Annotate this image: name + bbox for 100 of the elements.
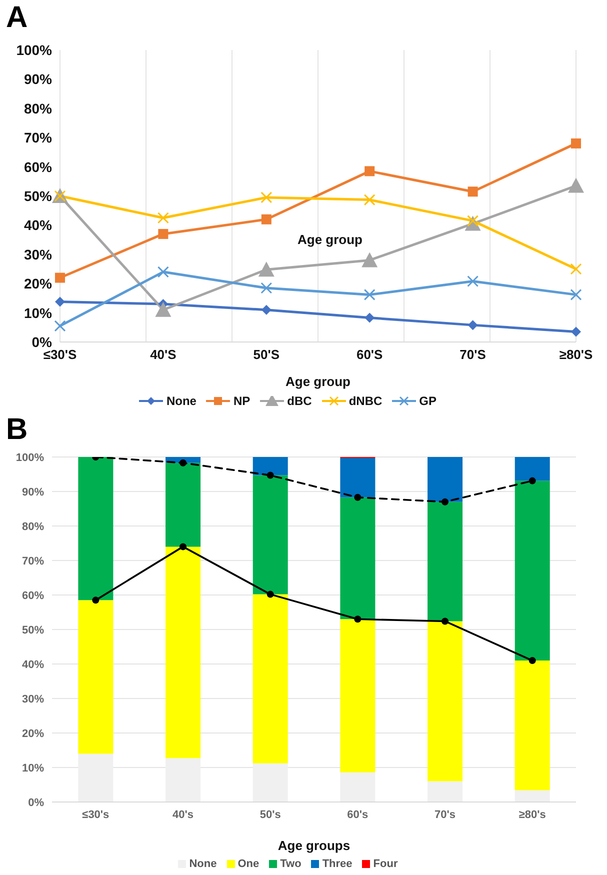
legend-label: Two — [280, 858, 302, 870]
y-tick-label: 60% — [22, 590, 44, 602]
legend-label: dBC — [287, 394, 312, 408]
y-tick-label: 0% — [28, 796, 44, 809]
point — [568, 178, 584, 193]
point — [354, 494, 362, 501]
point — [364, 312, 375, 323]
point — [364, 288, 376, 300]
x-tick-label: 50's — [260, 808, 281, 821]
point — [157, 266, 169, 278]
x-tick-label: 70's — [434, 808, 456, 821]
bar — [428, 621, 463, 782]
point — [260, 282, 272, 294]
point — [571, 138, 581, 148]
point — [468, 320, 478, 330]
y-tick-label: 80% — [22, 520, 44, 533]
y-tick-label: 40% — [24, 217, 53, 234]
x-tick-label: ≥80'S — [559, 347, 594, 362]
bar — [428, 781, 463, 802]
legend-label: GP — [419, 394, 436, 408]
bar — [340, 619, 376, 772]
point — [266, 472, 274, 479]
point — [528, 657, 536, 664]
x-tick-label: 60'S — [356, 347, 384, 362]
x-tick-label: 70'S — [460, 347, 486, 362]
y-tick-label: 90% — [24, 71, 53, 88]
y-tick-label: 50% — [24, 188, 53, 204]
bar — [514, 457, 550, 481]
y-tick-label: 100% — [16, 42, 53, 58]
legend-label: NP — [233, 394, 250, 408]
legend-label: Three — [322, 858, 352, 870]
x-tick-label: 50'S — [253, 347, 280, 362]
bar — [514, 660, 550, 790]
bar — [252, 594, 288, 764]
point — [55, 272, 65, 283]
point — [266, 590, 274, 598]
y-tick-label: 50% — [22, 624, 44, 636]
y-tick-label: 20% — [22, 728, 44, 740]
bar — [340, 497, 376, 620]
point — [158, 228, 168, 239]
point — [364, 194, 376, 206]
y-tick-label: 30% — [22, 693, 44, 706]
bar — [340, 458, 376, 498]
y-tick-label: 80% — [24, 100, 53, 116]
bar — [514, 790, 550, 802]
bar — [514, 480, 550, 661]
bar — [166, 546, 201, 758]
point — [260, 192, 272, 204]
bar — [78, 600, 114, 754]
bar — [340, 772, 376, 802]
y-tick-label: 40% — [22, 658, 44, 671]
point — [92, 596, 100, 604]
point — [258, 262, 274, 277]
point — [442, 618, 448, 625]
point — [155, 302, 172, 317]
legend-label: dNBC — [348, 394, 382, 408]
point — [180, 543, 186, 550]
bar — [252, 475, 288, 594]
point — [54, 320, 66, 332]
annotation: Age group — [296, 232, 364, 247]
bar — [78, 457, 114, 600]
point — [180, 459, 186, 466]
point — [261, 304, 272, 315]
x-tick-label: ≤30'S — [43, 347, 78, 362]
y-tick-label: 20% — [24, 276, 53, 292]
y-tick-label: 10% — [22, 762, 44, 774]
x-tick-label: 40's — [172, 808, 194, 821]
point — [468, 186, 478, 197]
point — [467, 276, 479, 288]
y-tick-label: 10% — [24, 304, 53, 321]
legend-label: None — [189, 858, 217, 870]
legend-label: None — [166, 394, 196, 408]
point — [354, 616, 362, 623]
bar — [428, 502, 463, 622]
y-tick-label: 100% — [16, 452, 44, 464]
point — [571, 326, 581, 337]
chart-title: A — [5, 0, 29, 36]
point — [570, 263, 582, 275]
point — [362, 252, 378, 268]
legend-label: Four — [373, 858, 398, 870]
point — [261, 214, 272, 224]
y-tick-label: 70% — [22, 555, 44, 568]
point — [442, 498, 448, 506]
x-tick-label: 40'S — [150, 347, 177, 362]
bar — [252, 457, 288, 476]
point — [528, 477, 536, 484]
point — [55, 296, 65, 307]
legend-label: One — [238, 858, 260, 870]
y-tick-label: 0% — [32, 334, 53, 350]
bar — [428, 457, 463, 502]
point — [157, 212, 169, 224]
y-tick-label: 90% — [22, 486, 44, 498]
point — [364, 166, 375, 176]
x-axis-title: Age groups — [278, 838, 350, 853]
x-tick-label: ≤30's — [82, 808, 110, 821]
y-tick-label: 60% — [24, 158, 53, 175]
point — [570, 288, 582, 300]
chart-title: B — [5, 412, 29, 448]
x-tick-label: ≥80's — [518, 808, 546, 821]
x-axis-title: Age group — [286, 374, 351, 389]
